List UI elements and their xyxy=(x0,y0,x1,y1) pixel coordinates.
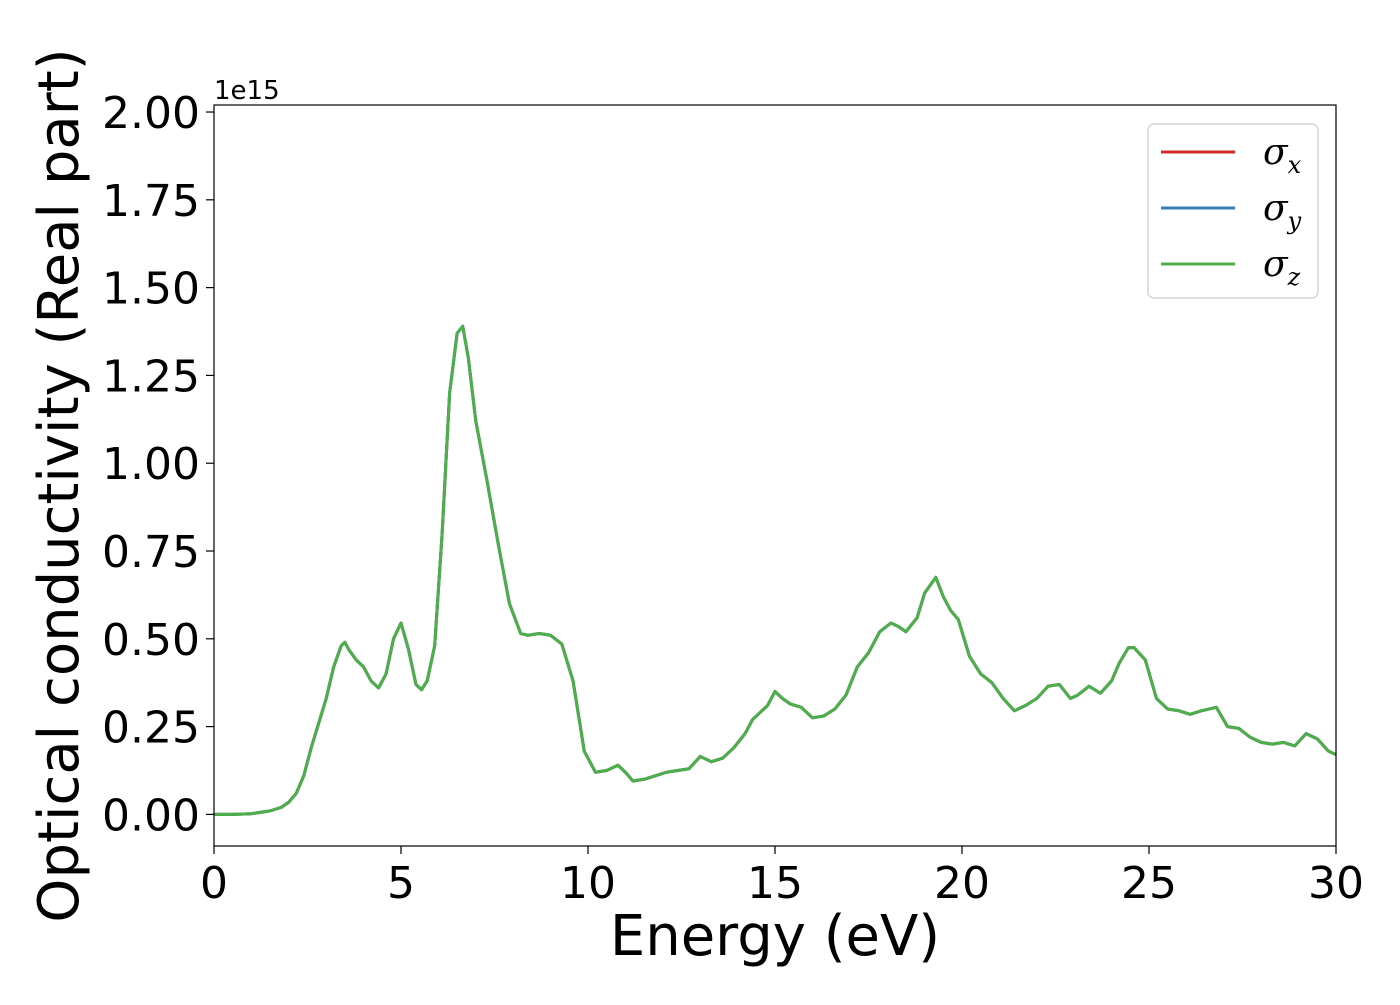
y-tick-label: 0.75 xyxy=(102,527,200,578)
y-axis-label: Optical conductivity (Real part) xyxy=(27,48,92,922)
y-ticks: 0.00 0.25 0.50 0.75 1.00 1.25 1.50 1.75 2.00 xyxy=(102,88,214,841)
x-axis-label: Energy (eV) xyxy=(610,904,940,969)
x-tick-label: 0 xyxy=(200,858,228,909)
series-line-sigma-z xyxy=(214,324,1336,816)
series-line-sigma-y xyxy=(214,324,1336,816)
y-tick-label: 0.25 xyxy=(102,703,200,754)
x-tick-label: 20 xyxy=(934,858,990,909)
y-tick-label: 1.00 xyxy=(102,439,200,490)
legend-label-sigma-x: σx xyxy=(1263,132,1302,179)
y-tick-label: 0.00 xyxy=(102,790,200,841)
series-line-sigma-x xyxy=(214,324,1336,816)
x-ticks: 0 5 10 15 20 25 30 xyxy=(200,846,1364,909)
legend-label-sigma-z: σz xyxy=(1263,244,1301,291)
x-tick-label: 10 xyxy=(560,858,616,909)
series-layer xyxy=(214,324,1336,816)
legend: σx σy σz xyxy=(1147,123,1319,299)
x-tick-label: 15 xyxy=(747,858,803,909)
x-tick-label: 25 xyxy=(1121,858,1177,909)
y-offset-text: 1e15 xyxy=(214,76,280,106)
legend-label-sigma-y: σy xyxy=(1263,188,1302,235)
x-tick-label: 5 xyxy=(387,858,415,909)
x-tick-label: 30 xyxy=(1308,858,1364,909)
y-tick-label: 1.75 xyxy=(102,176,200,227)
y-tick-label: 0.50 xyxy=(102,615,200,666)
y-tick-label: 1.25 xyxy=(102,351,200,402)
y-tick-label: 1.50 xyxy=(102,264,200,315)
legend-box xyxy=(1147,123,1319,299)
y-tick-label: 2.00 xyxy=(102,88,200,139)
